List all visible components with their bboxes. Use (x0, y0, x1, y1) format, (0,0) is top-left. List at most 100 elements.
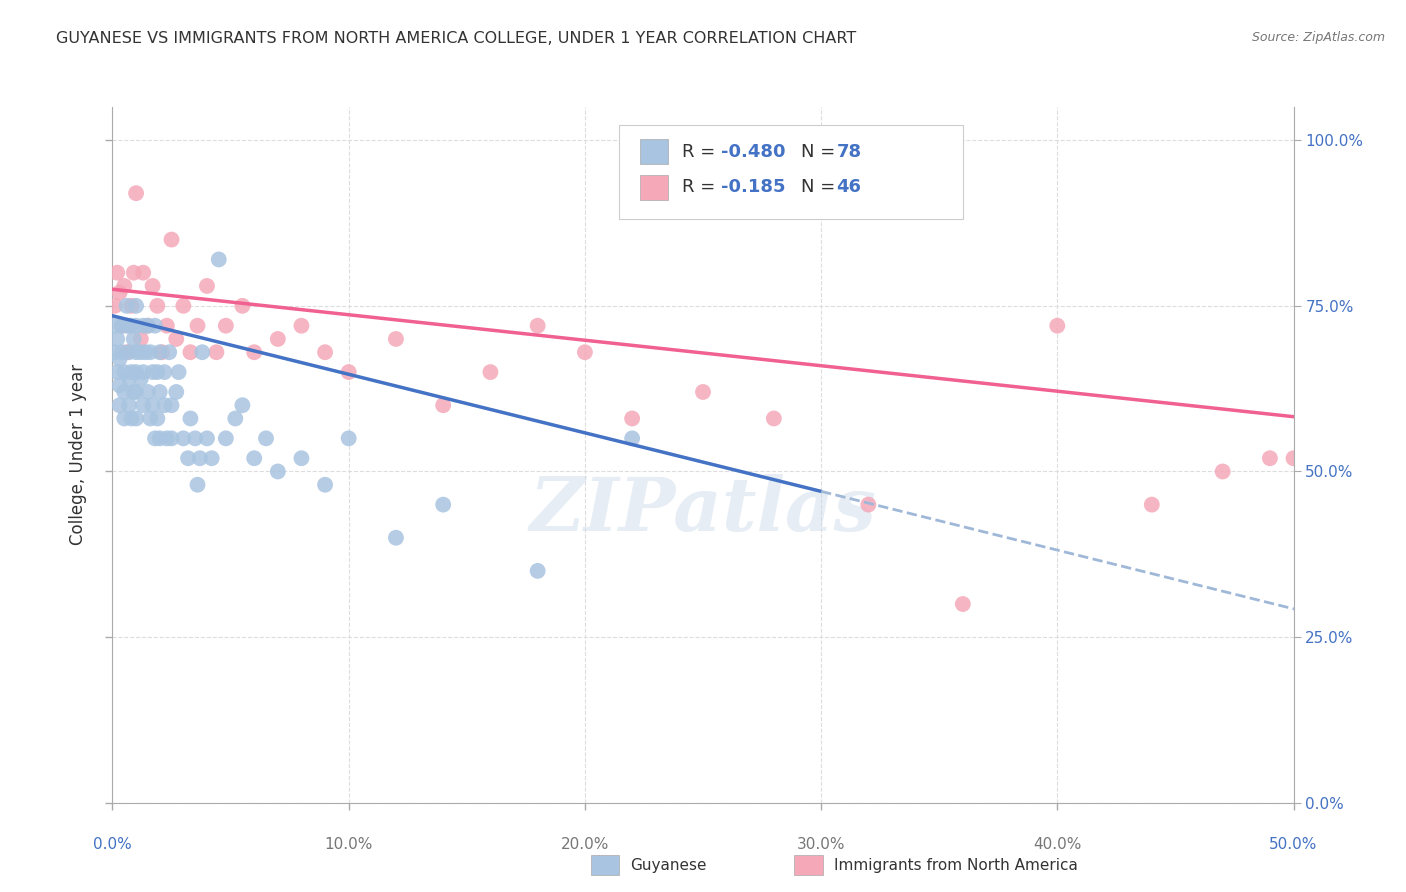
Point (135, 345, 157, 359)
Point (108, 285, 131, 300)
Point (179, 411, 201, 425)
Point (243, 345, 266, 359)
Point (1258, 451, 1281, 466)
Point (115, 345, 138, 359)
Point (188, 451, 211, 466)
Point (153, 398, 176, 412)
Point (132, 365, 155, 379)
Point (385, 531, 408, 545)
Point (139, 411, 162, 425)
Point (153, 365, 176, 379)
Point (267, 465, 290, 479)
Point (108, 398, 131, 412)
Point (205, 345, 228, 359)
Point (172, 431, 194, 445)
Point (231, 398, 253, 412)
Text: 10.0%: 10.0% (325, 837, 373, 852)
Point (115, 318, 138, 333)
Point (160, 398, 183, 412)
Point (574, 345, 596, 359)
Point (142, 398, 165, 412)
Point (526, 318, 548, 333)
Point (132, 398, 155, 412)
Point (129, 345, 152, 359)
Point (177, 451, 200, 466)
Point (125, 365, 148, 379)
Point (201, 451, 224, 466)
Point (104, 345, 127, 359)
Point (146, 411, 169, 425)
Point (136, 384, 159, 399)
Point (952, 597, 974, 611)
Point (160, 431, 183, 445)
Point (179, 345, 201, 359)
Text: R =: R = (682, 143, 721, 161)
Point (231, 299, 253, 313)
Point (186, 318, 208, 333)
Point (118, 318, 141, 333)
Point (314, 345, 336, 359)
Point (120, 411, 142, 425)
Point (143, 431, 166, 445)
Point (132, 318, 155, 333)
Point (432, 398, 454, 412)
Text: 20.0%: 20.0% (561, 837, 609, 852)
Point (224, 411, 246, 425)
Point (118, 372, 141, 386)
Point (149, 431, 172, 445)
Point (290, 451, 312, 466)
Point (139, 345, 162, 359)
Y-axis label: College, Under 1 year: College, Under 1 year (69, 364, 87, 546)
Point (191, 345, 214, 359)
Point (104, 299, 127, 313)
Point (142, 365, 165, 379)
Text: GUYANESE VS IMMIGRANTS FROM NORTH AMERICA COLLEGE, UNDER 1 YEAR CORRELATION CHAR: GUYANESE VS IMMIGRANTS FROM NORTH AMERIC… (56, 31, 856, 46)
Point (1046, 318, 1069, 333)
Point (129, 332, 152, 346)
Point (111, 318, 134, 333)
Point (120, 318, 142, 333)
Point (112, 384, 135, 399)
Point (149, 384, 172, 399)
Point (105, 332, 128, 346)
Point (105, 266, 128, 280)
Point (290, 318, 312, 333)
Point (314, 477, 336, 491)
Point (167, 365, 190, 379)
Point (143, 318, 166, 333)
Point (385, 332, 408, 346)
Point (160, 233, 183, 247)
Point (858, 498, 880, 512)
Point (267, 332, 290, 346)
Point (156, 318, 179, 333)
Point (146, 365, 169, 379)
Point (215, 431, 238, 445)
Point (122, 384, 145, 399)
Text: 30.0%: 30.0% (797, 837, 845, 852)
Point (621, 411, 644, 425)
Point (118, 345, 141, 359)
Point (136, 318, 159, 333)
Point (118, 398, 141, 412)
Point (122, 266, 145, 280)
Text: N =: N = (801, 143, 841, 161)
Point (108, 351, 131, 366)
Point (115, 299, 138, 313)
Text: 40.0%: 40.0% (1033, 837, 1081, 852)
Point (112, 365, 135, 379)
Text: 0.0%: 0.0% (93, 837, 132, 852)
Point (149, 345, 172, 359)
Point (526, 564, 548, 578)
Point (122, 332, 145, 346)
Point (208, 252, 231, 267)
Point (105, 365, 128, 379)
Point (111, 318, 134, 333)
Text: 78: 78 (837, 143, 862, 161)
Point (165, 332, 187, 346)
Text: -0.185: -0.185 (721, 178, 786, 196)
Point (120, 365, 142, 379)
Text: Guyanese: Guyanese (630, 858, 706, 872)
Point (184, 431, 207, 445)
Point (125, 186, 148, 201)
Point (125, 345, 148, 359)
